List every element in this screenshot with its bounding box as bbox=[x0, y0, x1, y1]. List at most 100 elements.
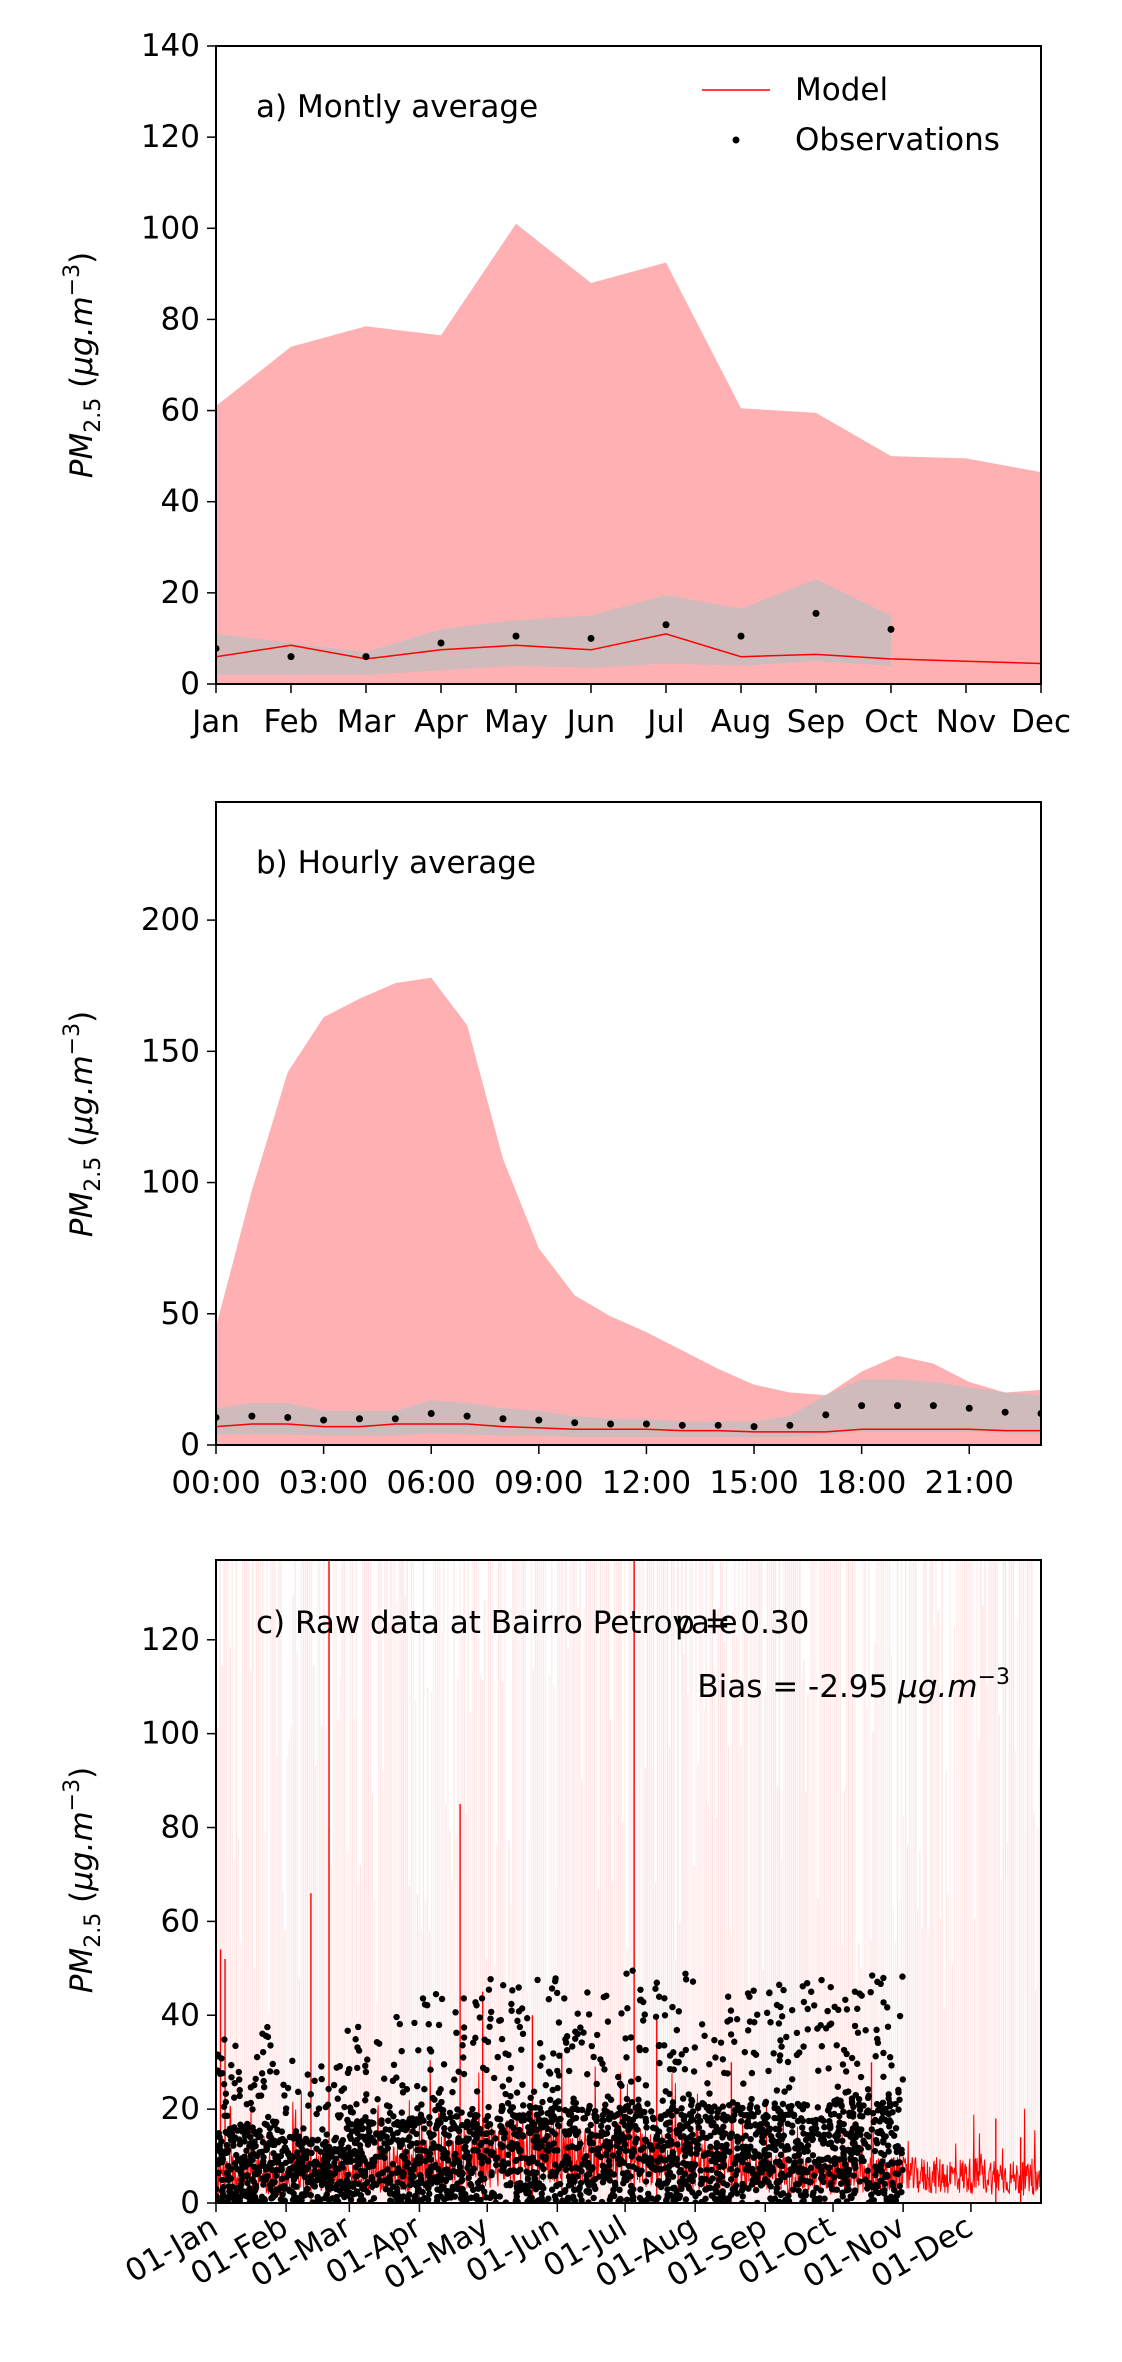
panel-c-observation-point bbox=[488, 2129, 495, 2136]
panel-c-observation-point bbox=[346, 2065, 353, 2073]
panel-c-observation-point bbox=[617, 2195, 624, 2203]
panel-c-observation-point bbox=[531, 2121, 538, 2128]
panel-c-observation-point bbox=[616, 2080, 624, 2088]
panel-c-observation-point bbox=[894, 2170, 902, 2178]
panel-c-observation-point bbox=[513, 2089, 521, 2096]
panel-c-observation-point bbox=[599, 2116, 606, 2124]
panel-c-observation-point bbox=[437, 2177, 445, 2184]
panel-c-observation-point bbox=[465, 2161, 473, 2168]
panel-c-observation-point bbox=[778, 2043, 785, 2050]
panel-c-observation-point bbox=[688, 2096, 695, 2103]
panel-c-observation-point bbox=[241, 2132, 249, 2140]
panel-c-observation-point bbox=[469, 2120, 476, 2127]
panel-c-observation-point bbox=[681, 2152, 689, 2160]
panel-a-observation-point bbox=[437, 639, 445, 647]
panel-c-observation-point bbox=[377, 2145, 384, 2152]
panel-c-observation-point bbox=[332, 2155, 339, 2162]
panel-c-observation-point bbox=[293, 2161, 301, 2169]
panel-c-observation-point bbox=[839, 2144, 846, 2152]
panel-c-observation-point bbox=[661, 2042, 668, 2049]
panel-c-observation-point bbox=[884, 2023, 892, 2030]
panel-c-observation-point bbox=[487, 2015, 494, 2022]
panel-c-observation-point bbox=[581, 2155, 588, 2162]
panel-c-observation-point bbox=[280, 2081, 287, 2088]
panel-c-observation-point bbox=[642, 2046, 649, 2054]
panel-c-observation-point bbox=[344, 2125, 351, 2132]
panel-c-observation-point bbox=[486, 2023, 493, 2030]
panel-c-observation-point bbox=[256, 2163, 263, 2171]
panel-c-y-tick-label: 40 bbox=[161, 1997, 200, 2033]
panel-c-observation-point bbox=[444, 2157, 452, 2164]
panel-c-observation-point bbox=[842, 2068, 850, 2075]
panel-c-observation-point bbox=[669, 2173, 677, 2180]
panel-c-observation-point bbox=[458, 2190, 465, 2198]
panel-c-observation-point bbox=[763, 2129, 770, 2136]
panel-c-observation-point bbox=[577, 2024, 584, 2031]
panel-c-observation-point bbox=[234, 2165, 241, 2173]
panel-c-observation-point bbox=[498, 2128, 505, 2136]
panel-c-observation-point bbox=[834, 2083, 842, 2090]
panel-c-observation-point bbox=[453, 2168, 461, 2176]
panel-c-observation-point bbox=[643, 2138, 650, 2145]
panel-c-observation-point bbox=[386, 2187, 393, 2194]
panel-c-observation-point bbox=[225, 2176, 233, 2184]
panel-c-observation-point bbox=[864, 2086, 872, 2093]
panel-c-observation-point bbox=[830, 2174, 838, 2181]
panel-c-observation-point bbox=[780, 1986, 787, 1994]
panel-c-observation-point bbox=[407, 2181, 414, 2189]
panel-c-observation-point bbox=[664, 2132, 672, 2140]
panel-c-observation-point bbox=[261, 2197, 269, 2203]
panel-c-observation-point bbox=[689, 1978, 697, 1985]
panel-c-observation-point bbox=[222, 2090, 230, 2097]
panel-c-bias-annotation: Bias = -2.95 μg.m−3 bbox=[697, 1665, 1010, 1705]
panel-c-observation-point bbox=[630, 2146, 637, 2153]
panel-c-observation-point bbox=[888, 2062, 895, 2069]
panel-c-observation-point bbox=[854, 2060, 861, 2067]
panel-c-observation-point bbox=[231, 2079, 238, 2087]
panel-c-observation-point bbox=[649, 2124, 657, 2131]
panel-c-observation-point bbox=[826, 2021, 833, 2029]
panel-c-observation-point bbox=[347, 2108, 355, 2116]
panel-c-observation-point bbox=[767, 2019, 774, 2026]
panel-c-observation-point bbox=[593, 2080, 600, 2088]
panel-c-observation-point bbox=[833, 2198, 841, 2203]
panel-c-observation-point bbox=[849, 2109, 856, 2116]
panel-c-observation-point bbox=[747, 2135, 754, 2143]
panel-c-observation-point bbox=[318, 2063, 325, 2070]
panel-c-observation-point bbox=[877, 2177, 884, 2185]
panel-c-observation-point bbox=[474, 2131, 481, 2138]
legend-observations-label: Observations bbox=[795, 122, 1000, 158]
panel-c-observation-point bbox=[860, 2102, 867, 2109]
panel-c-observation-point bbox=[852, 2143, 859, 2150]
panel-a-observation-point bbox=[587, 634, 595, 642]
panel-c-observation-point bbox=[387, 2177, 394, 2185]
panel-c-observation-point bbox=[848, 2095, 856, 2102]
panel-c-observation-point bbox=[899, 2166, 906, 2174]
panel-c-observation-point bbox=[596, 2173, 603, 2180]
panel-c-observation-point bbox=[642, 2178, 650, 2185]
panel-c-observation-point bbox=[400, 2170, 407, 2177]
panel-c-observation-point bbox=[234, 2127, 241, 2134]
panel-c-observation-point bbox=[778, 2135, 786, 2142]
panel-c-observation-point bbox=[796, 2102, 803, 2110]
panel-c-observation-point bbox=[301, 2191, 309, 2199]
panel-c-observation-point bbox=[325, 2155, 332, 2163]
panel-c-observation-point bbox=[662, 2197, 670, 2203]
panel-c-observation-point bbox=[868, 2191, 875, 2199]
panel-c-observation-point bbox=[519, 2030, 527, 2038]
panel-c-observation-point bbox=[391, 2121, 398, 2128]
panel-c-observation-point bbox=[880, 2151, 888, 2159]
panel-c-observation-point bbox=[616, 2161, 623, 2168]
panel-c-observation-point bbox=[605, 2115, 612, 2123]
panel-c-observation-point bbox=[693, 2144, 701, 2152]
panel-c-observation-point bbox=[371, 2139, 378, 2146]
panel-c-observation-point bbox=[697, 2167, 704, 2174]
panel-c-observation-point bbox=[373, 2130, 380, 2137]
panel-c-observation-point bbox=[363, 2091, 370, 2098]
panel-c-observation-point bbox=[687, 2173, 694, 2181]
panel-c-observation-point bbox=[788, 2006, 796, 2014]
panel-c-observation-point bbox=[776, 2161, 783, 2169]
panel-c-observation-point bbox=[361, 2097, 369, 2104]
panel-c-observation-point bbox=[655, 2042, 663, 2050]
panel-c-observation-point bbox=[518, 2005, 526, 2012]
